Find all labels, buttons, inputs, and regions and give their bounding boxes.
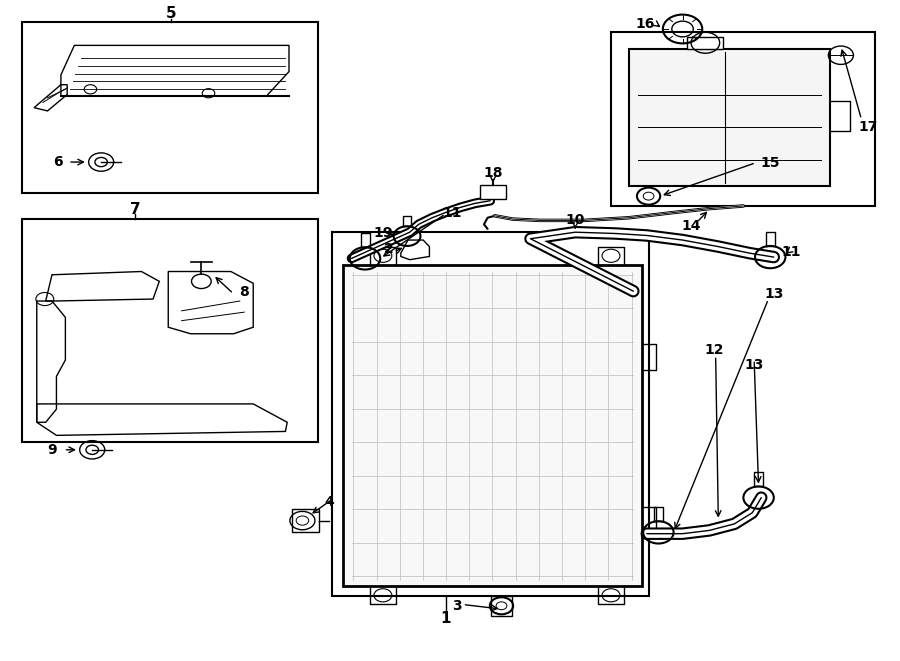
Text: 16: 16 [635,17,654,31]
Text: 15: 15 [760,157,780,171]
Text: 13: 13 [764,288,784,301]
Text: 11: 11 [442,206,462,219]
Text: 5: 5 [166,7,176,21]
Text: 17: 17 [859,120,878,134]
Bar [491,596,512,615]
Text: 10: 10 [565,214,585,227]
Text: 8: 8 [239,286,249,299]
Text: 7: 7 [130,202,140,217]
Bar [22,22,318,193]
Text: 14: 14 [682,219,701,233]
Text: 12: 12 [704,343,724,357]
Bar [22,219,318,442]
Text: 6: 6 [53,155,63,169]
Bar [332,232,650,596]
Text: 2: 2 [384,241,394,256]
Text: 19: 19 [374,227,392,241]
Text: 11: 11 [782,245,801,259]
Bar [611,32,875,206]
Bar [343,265,643,586]
Bar [688,37,724,49]
Text: 4: 4 [324,495,334,509]
Text: 9: 9 [47,443,57,457]
Bar [480,185,507,200]
Text: 1: 1 [440,611,451,627]
Text: 3: 3 [453,599,462,613]
Bar [629,49,830,186]
Bar [292,509,319,532]
Text: 18: 18 [483,166,503,180]
Text: 13: 13 [744,358,764,371]
